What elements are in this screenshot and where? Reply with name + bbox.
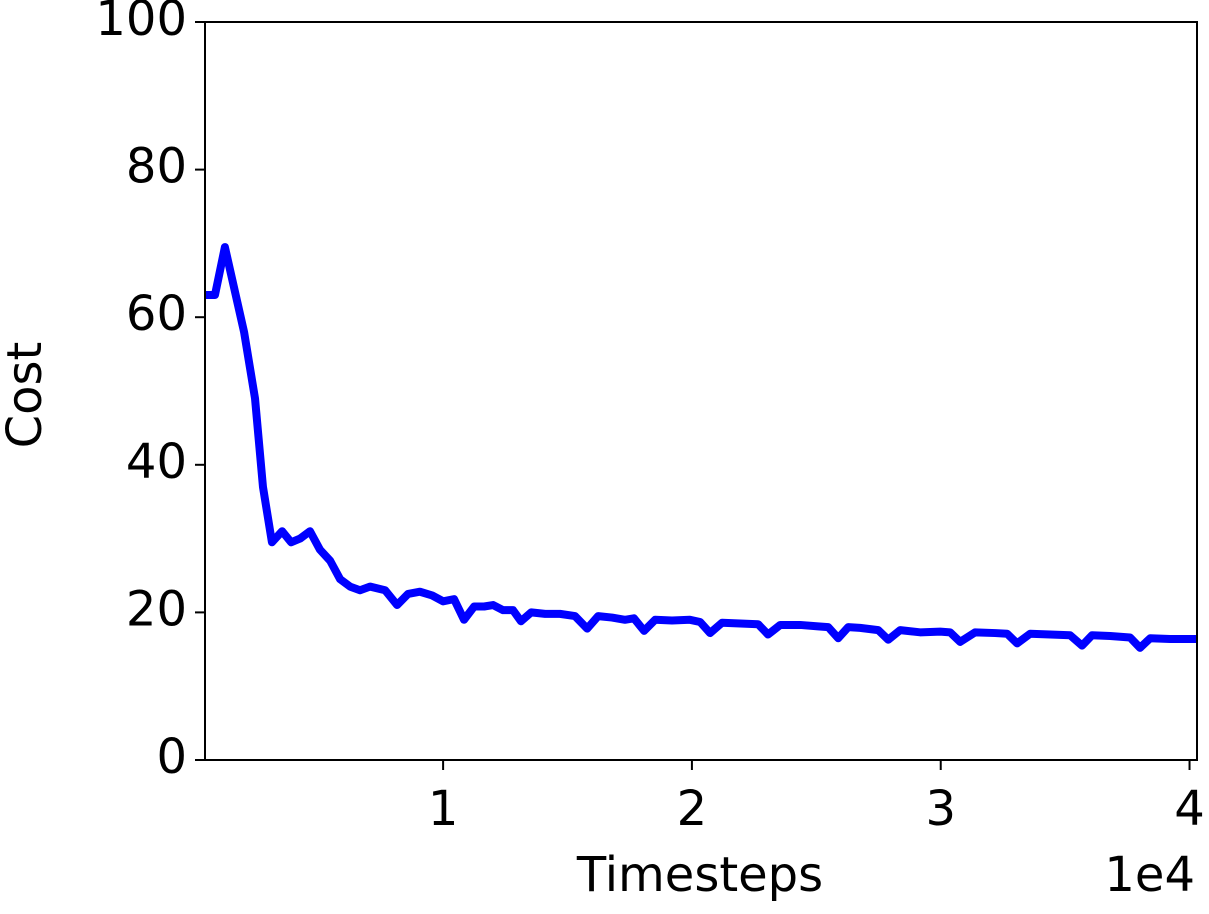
x-tick-label: 1	[428, 781, 459, 837]
plot-frame	[204, 21, 1198, 761]
y-tick-label: 20	[126, 581, 187, 637]
y-tick-label: 0	[156, 729, 187, 785]
x-axis-label: Timesteps	[576, 847, 823, 903]
x-tick-label: 4	[1174, 781, 1205, 837]
y-tick-label: 80	[126, 139, 187, 195]
y-tick-label: 40	[126, 434, 187, 490]
line	[205, 243, 1197, 652]
x-tick-label: 2	[677, 781, 708, 837]
y-tick-label: 60	[126, 286, 187, 342]
x-tick-label: 3	[925, 781, 956, 837]
y-tick-label: 100	[95, 0, 187, 47]
y-axis-label: Cost	[0, 342, 53, 449]
x-offset-text: 1e4	[1104, 847, 1195, 903]
